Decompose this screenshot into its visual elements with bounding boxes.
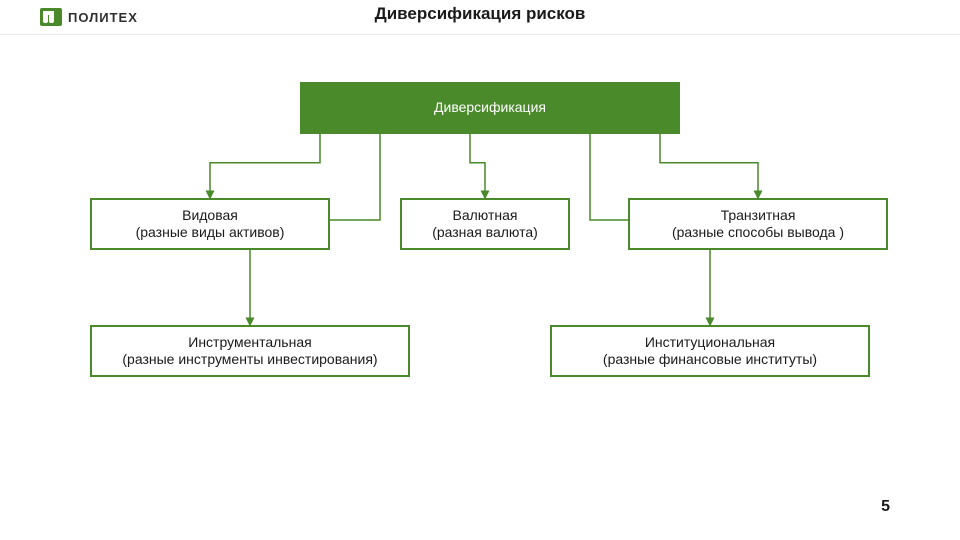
diagram-node-root: Диверсификация bbox=[300, 82, 680, 134]
diagram-node-n5: Институциональная (разные финансовые инс… bbox=[550, 325, 870, 377]
edge-root-n1 bbox=[210, 134, 320, 198]
diagram-node-n3: Транзитная (разные способы вывода ) bbox=[628, 198, 888, 250]
diagram-node-n2: Валютная (разная валюта) bbox=[400, 198, 570, 250]
page-number: 5 bbox=[881, 498, 890, 516]
edge-root-n2 bbox=[470, 134, 485, 198]
diagram-node-n4: Инструментальная (разные инструменты инв… bbox=[90, 325, 410, 377]
edge-root-n3 bbox=[660, 134, 758, 198]
diagram-node-n1: Видовая (разные виды активов) bbox=[90, 198, 330, 250]
slide-title: Диверсификация рисков bbox=[0, 4, 960, 24]
diagram-edges bbox=[0, 0, 960, 540]
